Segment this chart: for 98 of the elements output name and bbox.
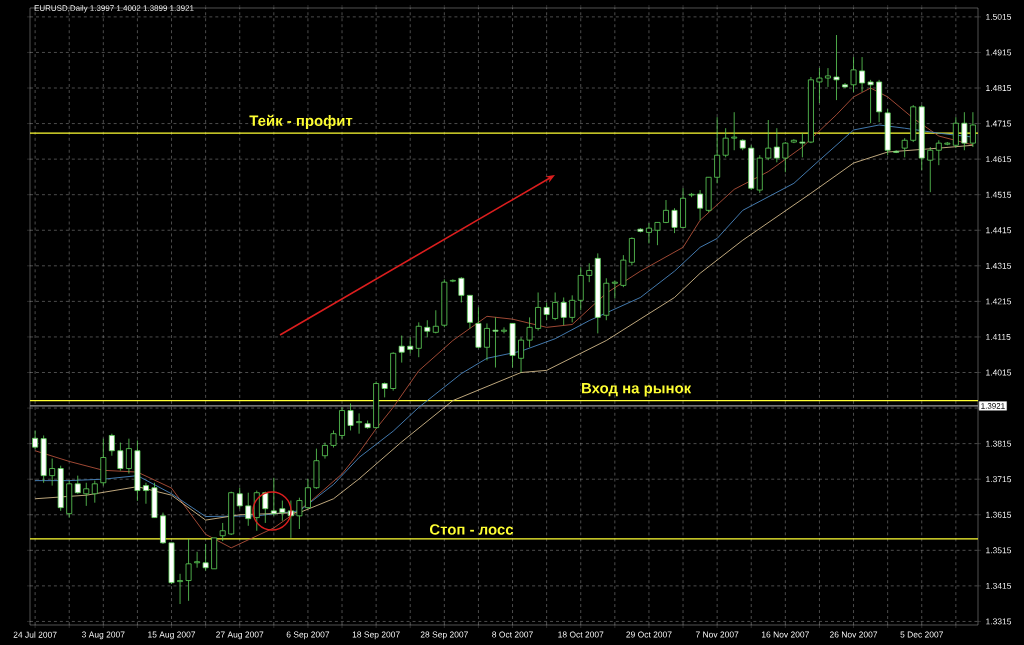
candlestick — [117, 442, 124, 472]
x-tick-label: 27 Aug 2007 — [216, 631, 264, 640]
candlestick — [270, 477, 277, 517]
candlestick — [49, 458, 56, 486]
x-tick-label: 24 Jul 2007 — [13, 631, 57, 638]
x-tick-label: 5 Dec 2007 — [900, 631, 943, 638]
candlestick — [654, 222, 661, 246]
candlestick — [859, 56, 866, 93]
ref-line-label: Тейк - профит — [249, 114, 353, 129]
candlestick — [492, 316, 499, 368]
candlestick — [415, 321, 422, 358]
candlestick — [569, 294, 576, 323]
candlestick — [245, 492, 252, 527]
candlestick — [645, 222, 652, 244]
candlestick — [773, 127, 780, 163]
candlestick — [194, 551, 201, 569]
candlestick — [611, 280, 618, 299]
candlestick — [927, 146, 934, 193]
y-tick-label: 1.3515 — [986, 547, 1012, 554]
y-tick-label: 1.4315 — [986, 262, 1012, 269]
candlestick — [850, 56, 857, 93]
candlestick — [799, 132, 806, 158]
candlestick — [458, 276, 465, 303]
candlestick — [347, 403, 354, 431]
ref-line-label: Стоп - лосс — [429, 524, 514, 535]
y-tick-label: 1.4615 — [986, 156, 1012, 163]
candlestick — [782, 141, 789, 173]
x-tick-label: 28 Sep 2007 — [420, 631, 468, 640]
candlestick — [83, 482, 90, 507]
candlestick — [961, 111, 968, 151]
candlestick — [560, 297, 567, 326]
x-tick-label: 16 Nov 2007 — [761, 631, 809, 638]
candlestick — [825, 67, 831, 88]
x-tick-label: 8 Oct 2007 — [492, 631, 533, 638]
candlestick — [714, 116, 721, 184]
candlestick — [526, 316, 533, 348]
y-tick-label: 1.4915 — [986, 49, 1012, 56]
y-tick-label: 1.4215 — [986, 298, 1012, 305]
y-tick-label: 1.5015 — [986, 13, 1012, 20]
y-tick-label: 1.4115 — [986, 333, 1011, 340]
y-tick-label: 1.4015 — [986, 369, 1012, 376]
candlestick — [202, 543, 209, 571]
y-tick-label: 1.4415 — [986, 227, 1012, 234]
x-tick-label: 29 Oct 2007 — [626, 631, 672, 638]
candlestick — [969, 111, 976, 148]
x-tick-label: 26 Nov 2007 — [829, 631, 878, 638]
candlestick — [901, 137, 908, 158]
x-tick-label: 15 Aug 2007 — [148, 631, 196, 640]
candlestick — [697, 189, 704, 221]
candlestick — [279, 500, 286, 522]
x-tick-label: 7 Nov 2007 — [695, 631, 739, 638]
candlestick — [731, 111, 738, 151]
candlestick — [262, 491, 269, 524]
candlestick — [586, 262, 593, 283]
y-tick-label: 1.3315 — [986, 618, 1012, 625]
candlestick — [449, 278, 456, 283]
candlestick — [935, 139, 942, 166]
y-tick-label: 1.4515 — [986, 191, 1012, 198]
y-tick-label: 1.3415 — [986, 582, 1012, 589]
candlestick — [765, 119, 772, 161]
candlestick — [722, 127, 729, 158]
candlestick — [552, 292, 559, 321]
candlestick — [867, 79, 874, 124]
candlestick — [74, 475, 81, 495]
candlestick — [108, 433, 115, 457]
candlestick — [236, 487, 243, 510]
x-tick-label: 18 Sep 2007 — [352, 631, 400, 640]
candlestick — [952, 116, 959, 149]
x-tick-label: 3 Aug 2007 — [81, 631, 125, 640]
candlestick — [125, 438, 132, 474]
ref-line-label: Вход на рынок — [582, 383, 692, 397]
candlestick — [484, 323, 490, 361]
candlestick — [398, 335, 405, 363]
candlestick — [177, 573, 184, 605]
candlestick — [833, 34, 840, 101]
candlestick — [501, 326, 507, 334]
x-tick-label: 18 Oct 2007 — [558, 631, 604, 638]
y-tick-label: 1.4715 — [986, 120, 1012, 127]
candlestick — [219, 522, 226, 542]
candlestick — [185, 538, 192, 602]
y-tick-label: 1.3815 — [986, 440, 1012, 447]
candlestick — [356, 413, 363, 435]
candlestick — [671, 207, 678, 234]
candlestick — [407, 336, 414, 354]
candlestick — [816, 67, 823, 104]
candlestick — [91, 480, 98, 504]
y-tick-label: 1.3715 — [986, 476, 1012, 483]
candlestick — [32, 430, 39, 450]
candlestick — [296, 497, 303, 530]
x-tick-label: 6 Sep 2007 — [286, 631, 330, 640]
y-tick-label: 1.3615 — [986, 511, 1012, 518]
candlestick — [518, 336, 525, 373]
candlestick — [475, 307, 482, 349]
candlestick — [304, 478, 311, 510]
candlestick — [628, 236, 635, 266]
candlestick — [142, 482, 149, 505]
y-tick-label: 1.4815 — [986, 85, 1012, 91]
candlestick — [535, 292, 542, 331]
